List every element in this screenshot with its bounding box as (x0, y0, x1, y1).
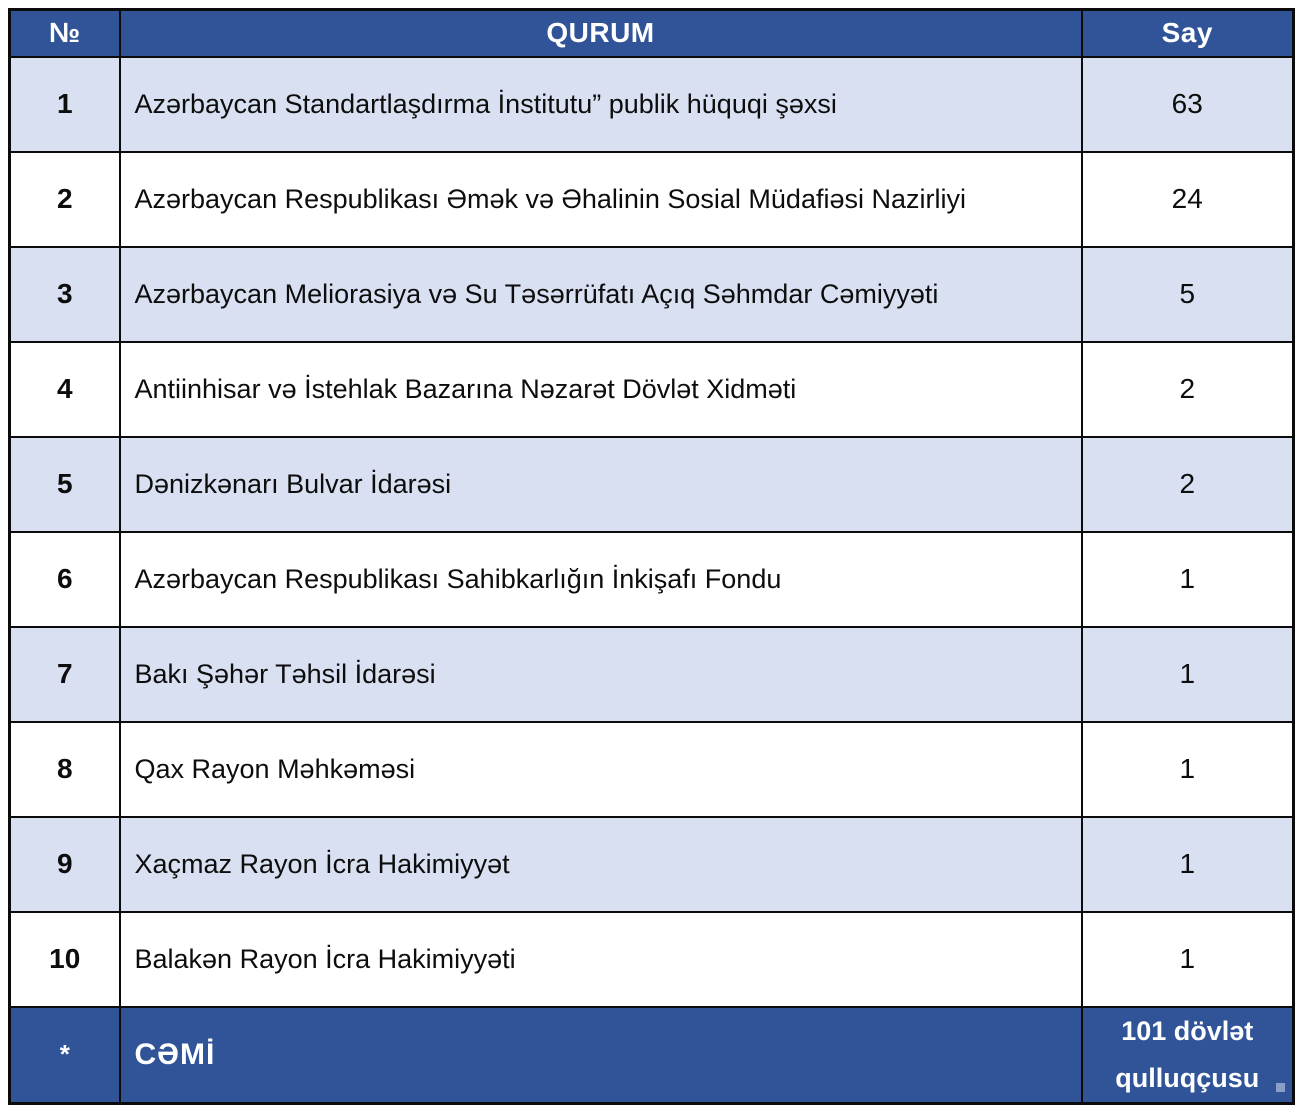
qurum-cell: Bakı Şəhər Təhsil İdarəsi (118, 625, 1083, 723)
say-cell: 2 (1080, 340, 1295, 438)
qurum-cell: Azərbaycan Standartlaşdırma İnstitutu” p… (118, 55, 1083, 153)
row-number-cell: 1 (8, 55, 121, 153)
say-cell: 1 (1080, 625, 1295, 723)
qurum-cell: Azərbaycan Respublikası Əmək və Əhalinin… (118, 150, 1083, 248)
total-asterisk-cell: * (8, 1005, 121, 1105)
total-label-cell: CƏMİ (118, 1005, 1083, 1105)
total-say-cell: 101 dövlət qulluqçusu (1080, 1005, 1295, 1105)
table-total-row: * CƏMİ 101 dövlət qulluqçusu (8, 1005, 1295, 1105)
qurum-cell: Balakən Rayon İcra Hakimiyyəti (118, 910, 1083, 1008)
qurum-cell: Dənizkənarı Bulvar İdarəsi (118, 435, 1083, 533)
qurum-cell: Azərbaycan Meliorasiya və Su Təsərrüfatı… (118, 245, 1083, 343)
header-num: № (8, 8, 121, 58)
row-number-cell: 8 (8, 720, 121, 818)
say-cell: 2 (1080, 435, 1295, 533)
table-row: 9 Xaçmaz Rayon İcra Hakimiyyət 1 (8, 815, 1295, 913)
table-row: 3 Azərbaycan Meliorasiya və Su Təsərrüfa… (8, 245, 1295, 343)
table-row: 10 Balakən Rayon İcra Hakimiyyəti 1 (8, 910, 1295, 1008)
row-number-cell: 3 (8, 245, 121, 343)
qurum-cell: Azərbaycan Respublikası Sahibkarlığın İn… (118, 530, 1083, 628)
table-row: 4 Antiinhisar və İstehlak Bazarına Nəzar… (8, 340, 1295, 438)
table-row: 1 Azərbaycan Standartlaşdırma İnstitutu”… (8, 55, 1295, 153)
qurum-say-table: № QURUM Say 1 Azərbaycan Standartlaşdırm… (8, 8, 1295, 1105)
say-cell: 1 (1080, 720, 1295, 818)
table-row: 7 Bakı Şəhər Təhsil İdarəsi 1 (8, 625, 1295, 723)
row-number-cell: 2 (8, 150, 121, 248)
qurum-cell: Antiinhisar və İstehlak Bazarına Nəzarət… (118, 340, 1083, 438)
say-cell: 63 (1080, 55, 1295, 153)
table-resize-handle-artifact (1276, 1083, 1285, 1092)
row-number-cell: 4 (8, 340, 121, 438)
header-qurum: QURUM (118, 8, 1083, 58)
row-number-cell: 6 (8, 530, 121, 628)
qurum-cell: Qax Rayon Məhkəməsi (118, 720, 1083, 818)
say-cell: 1 (1080, 815, 1295, 913)
table-header-row: № QURUM Say (8, 8, 1295, 58)
header-say: Say (1080, 8, 1295, 58)
row-number-cell: 9 (8, 815, 121, 913)
table-row: 5 Dənizkənarı Bulvar İdarəsi 2 (8, 435, 1295, 533)
row-number-cell: 10 (8, 910, 121, 1008)
qurum-cell: Xaçmaz Rayon İcra Hakimiyyət (118, 815, 1083, 913)
row-number-cell: 5 (8, 435, 121, 533)
say-cell: 1 (1080, 910, 1295, 1008)
table-row: 2 Azərbaycan Respublikası Əmək və Əhalin… (8, 150, 1295, 248)
row-number-cell: 7 (8, 625, 121, 723)
say-cell: 24 (1080, 150, 1295, 248)
table-row: 8 Qax Rayon Məhkəməsi 1 (8, 720, 1295, 818)
table-row: 6 Azərbaycan Respublikası Sahibkarlığın … (8, 530, 1295, 628)
say-cell: 1 (1080, 530, 1295, 628)
say-cell: 5 (1080, 245, 1295, 343)
